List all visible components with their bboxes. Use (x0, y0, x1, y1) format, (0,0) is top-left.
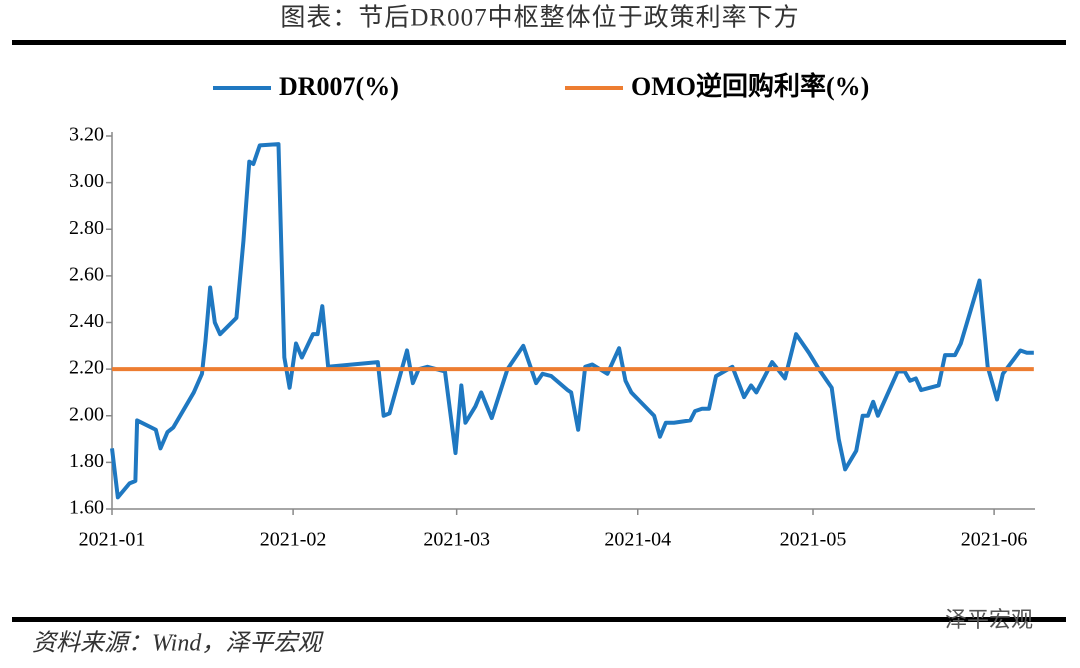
x-tick-label: 2021-03 (423, 529, 490, 551)
y-tick-label: 2.80 (69, 217, 104, 239)
y-tick-label: 2.20 (69, 357, 104, 379)
legend-label: OMO逆回购利率(%) (631, 71, 869, 101)
chart-title: 图表：节后DR007中枢整体位于政策利率下方 (280, 4, 799, 32)
y-tick-label: 3.20 (69, 124, 104, 146)
y-tick-label: 1.80 (69, 450, 104, 472)
x-tick-label: 2021-06 (961, 529, 1028, 551)
source: 资料来源：Wind，泽平宏观 (32, 630, 324, 657)
x-tick-label: 2021-04 (604, 529, 671, 551)
top-rule (12, 40, 1066, 45)
y-tick-label: 3.00 (69, 170, 104, 192)
x-tick-label: 2021-01 (79, 529, 146, 551)
legend-label: DR007(%) (279, 72, 399, 101)
x-tick-label: 2021-05 (780, 529, 847, 551)
bottom-rule (12, 617, 1066, 622)
y-tick-label: 2.00 (69, 403, 104, 425)
y-tick-label: 1.60 (69, 497, 104, 519)
watermark: 泽平宏观 (945, 607, 1033, 632)
y-tick-label: 2.40 (69, 310, 104, 332)
y-tick-label: 2.60 (69, 263, 104, 285)
line-series (110, 142, 1034, 500)
x-tick-label: 2021-02 (260, 529, 327, 551)
